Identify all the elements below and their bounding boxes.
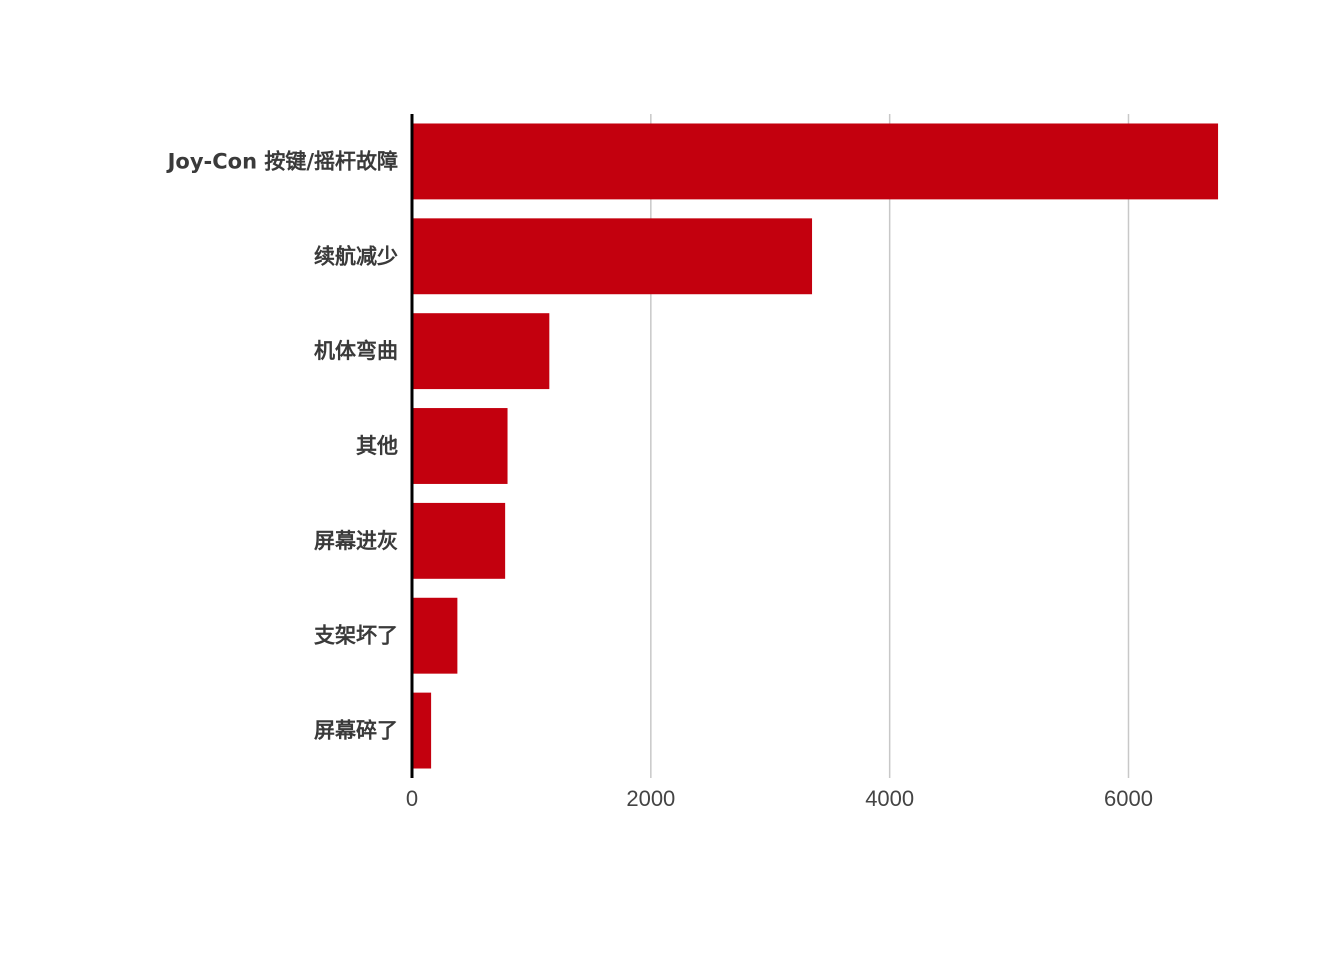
x-tick-labels: 0 2000 4000 6000	[406, 786, 1153, 811]
category-label: Joy-Con 按键/摇杆故障	[166, 149, 398, 173]
bar	[412, 502, 506, 579]
x-tick-label: 4000	[865, 786, 914, 811]
bars	[412, 123, 1219, 769]
bar	[412, 218, 813, 295]
category-label: 屏幕碎了	[314, 719, 398, 743]
category-label: 其他	[356, 434, 398, 458]
bar	[412, 692, 432, 769]
x-tick-label: 6000	[1104, 786, 1153, 811]
category-label: 续航减少	[314, 244, 398, 268]
category-label: 支架坏了	[314, 624, 398, 648]
bar	[412, 597, 458, 674]
category-label: 机体弯曲	[314, 339, 398, 363]
bar	[412, 123, 1219, 200]
x-tick-label: 0	[406, 786, 418, 811]
bar	[412, 408, 508, 484]
gridlines	[650, 114, 1130, 778]
x-tick-label: 2000	[626, 786, 675, 811]
bar	[412, 313, 550, 390]
category-label: 屏幕进灰	[314, 529, 398, 553]
